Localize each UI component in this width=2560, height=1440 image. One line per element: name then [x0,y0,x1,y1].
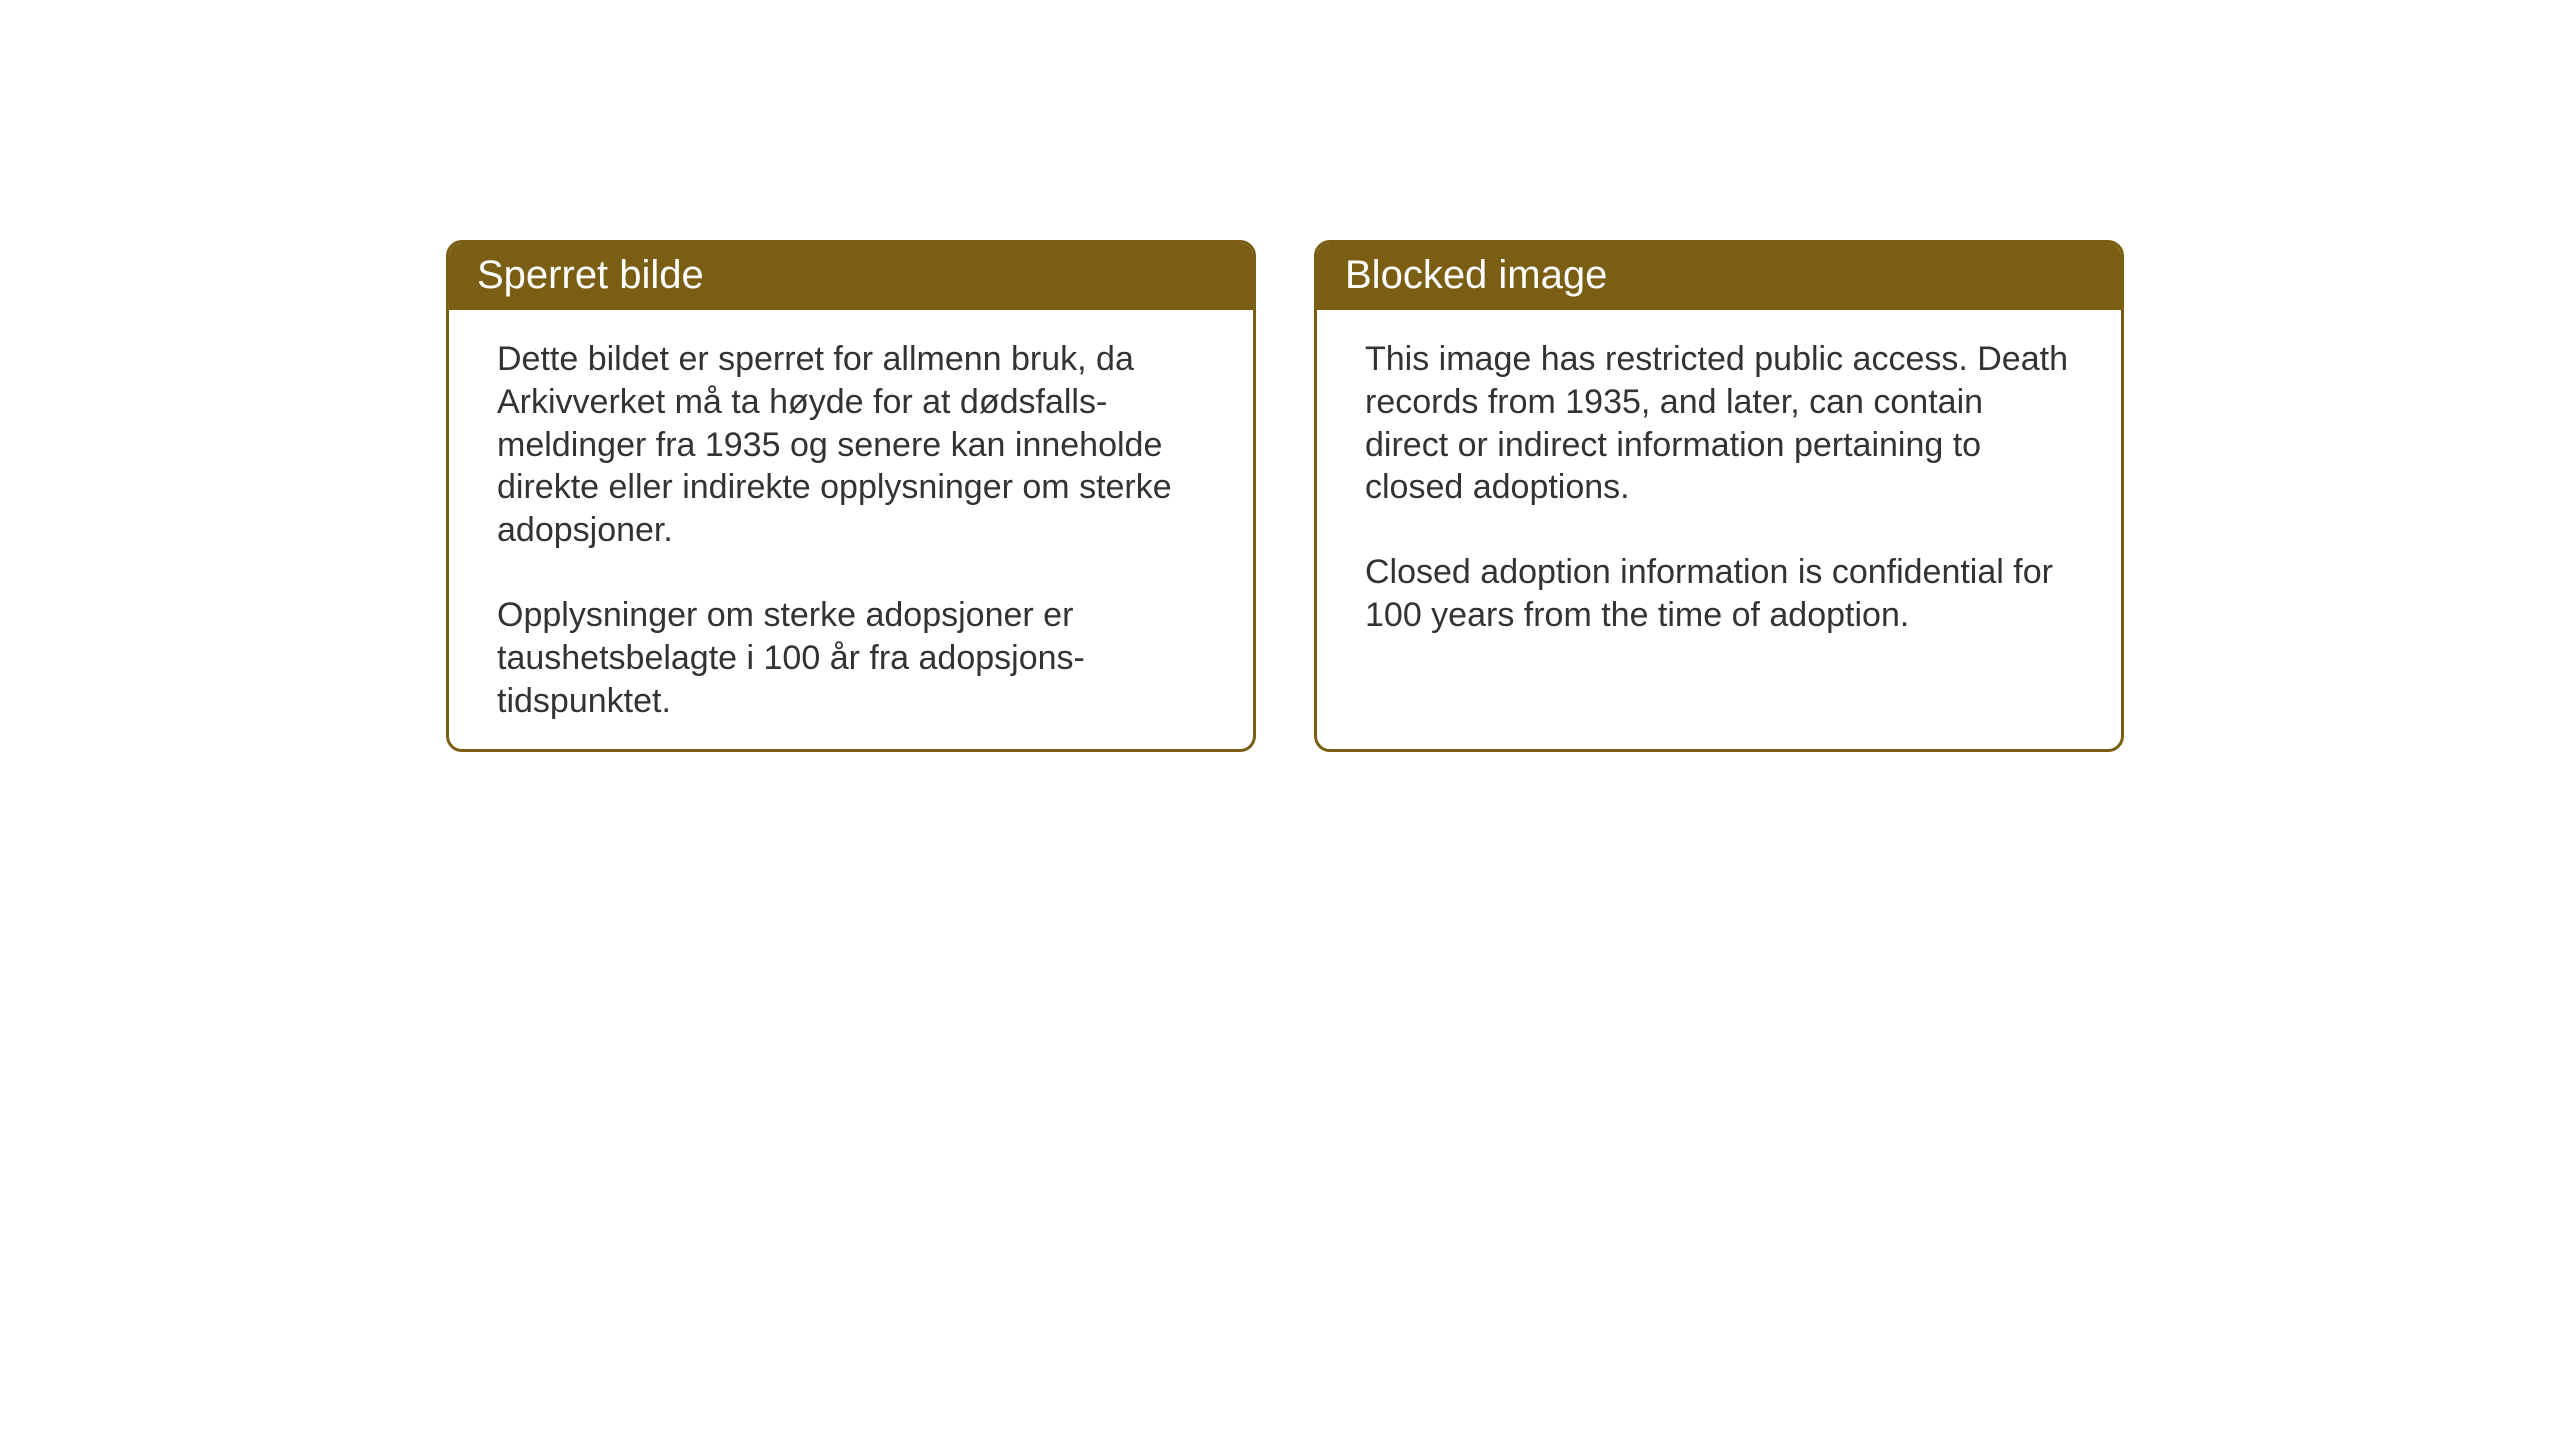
notice-body-norwegian: Dette bildet er sperret for allmenn bruk… [449,310,1253,751]
notice-box-english: Blocked image This image has restricted … [1314,240,2124,752]
notice-container: Sperret bilde Dette bildet er sperret fo… [446,240,2124,752]
notice-box-norwegian: Sperret bilde Dette bildet er sperret fo… [446,240,1256,752]
notice-body-english: This image has restricted public access.… [1317,310,2121,665]
notice-paragraph-2-norwegian: Opplysninger om sterke adopsjoner er tau… [497,594,1205,722]
notice-title-norwegian: Sperret bilde [477,253,704,297]
notice-paragraph-2-english: Closed adoption information is confident… [1365,551,2073,637]
notice-paragraph-1-english: This image has restricted public access.… [1365,338,2073,509]
notice-header-norwegian: Sperret bilde [449,243,1253,310]
notice-header-english: Blocked image [1317,243,2121,310]
notice-paragraph-1-norwegian: Dette bildet er sperret for allmenn bruk… [497,338,1205,552]
notice-title-english: Blocked image [1345,253,1607,297]
